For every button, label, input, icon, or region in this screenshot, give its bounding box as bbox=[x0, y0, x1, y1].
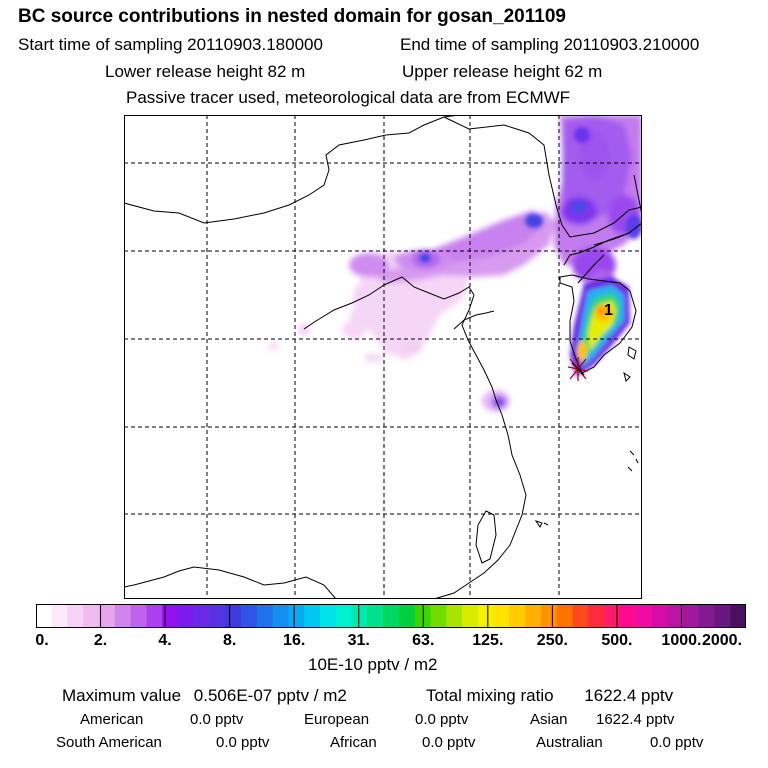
colorbar-cell bbox=[178, 604, 195, 628]
colorbar-tick-label: 16. bbox=[283, 632, 306, 649]
plume-marker-label: 1 bbox=[604, 302, 613, 319]
colorbar-cell bbox=[730, 604, 746, 628]
colorbar-cell bbox=[146, 604, 163, 628]
region-australian-name: Australian bbox=[536, 734, 603, 751]
lower-release-height: Lower release height 82 m bbox=[105, 62, 306, 81]
page-title: BC source contributions in nested domain… bbox=[18, 6, 566, 27]
colorbar-cell bbox=[604, 604, 621, 628]
colorbar-cell bbox=[635, 604, 652, 628]
region-south-american-name: South American bbox=[56, 734, 162, 751]
colorbar-cell bbox=[193, 604, 211, 628]
colorbar-cell bbox=[477, 604, 495, 628]
colorbar-cell bbox=[114, 604, 132, 628]
colorbar-tick-label: 2. bbox=[93, 632, 108, 649]
colorbar-tick-label: 4. bbox=[158, 632, 172, 649]
total-mixing-ratio: Total mixing ratio 1622.4 pptv bbox=[426, 686, 673, 706]
colorbar-cell bbox=[367, 604, 384, 628]
colorbar-cell bbox=[398, 604, 416, 628]
colorbar-cell bbox=[36, 604, 53, 628]
colorbar-cell bbox=[556, 604, 574, 628]
colorbar-cell bbox=[67, 604, 84, 628]
max-value-line: Maximum value 0.506E-07 pptv / m2 bbox=[62, 686, 347, 706]
colorbar-tick-label: 1000. bbox=[661, 632, 702, 649]
colorbar-tick-label: 63. bbox=[412, 632, 435, 649]
colorbar-cell bbox=[525, 604, 542, 628]
colorbar-cell bbox=[667, 604, 684, 628]
colorbar-tick-label: 31. bbox=[347, 632, 370, 649]
max-label: Maximum value bbox=[62, 686, 182, 705]
colorbar-cell bbox=[225, 604, 242, 628]
end-time: End time of sampling 20110903.210000 bbox=[400, 35, 700, 54]
max-value: 0.506E-07 pptv / m2 bbox=[193, 686, 347, 705]
colorbar-cell bbox=[209, 604, 226, 628]
colorbar-cell bbox=[509, 604, 526, 628]
colorbar-cell bbox=[288, 604, 305, 628]
colorbar-cell bbox=[430, 604, 447, 628]
colorbar-cell bbox=[162, 604, 179, 628]
colorbar-cell bbox=[272, 604, 290, 628]
upper-release-height: Upper release height 62 m bbox=[402, 62, 603, 81]
colorbar-cell bbox=[462, 604, 479, 628]
colorbar-cell bbox=[698, 604, 716, 628]
release-point-marker bbox=[567, 357, 589, 381]
colorbar-cell bbox=[351, 604, 368, 628]
colorbar-tick-label: 250. bbox=[536, 632, 568, 649]
region-australian-value: 0.0 pptv bbox=[650, 734, 704, 751]
colorbar-tick-label: 125. bbox=[472, 632, 504, 649]
region-american-name: American bbox=[80, 711, 144, 728]
colorbar-cell bbox=[51, 604, 69, 628]
colorbar-tick-label: 8. bbox=[222, 632, 237, 649]
colorbar-cell bbox=[572, 604, 589, 628]
region-european-name: European bbox=[304, 711, 370, 728]
colorbar-cell bbox=[256, 604, 274, 628]
tracer-note: Passive tracer used, meteorological data… bbox=[126, 88, 571, 107]
contribution-map: 1 bbox=[124, 115, 642, 599]
colorbar-units: 10E-10 pptv / m2 bbox=[308, 655, 438, 674]
total-value: 1622.4 pptv bbox=[584, 686, 674, 705]
colorbar-cell bbox=[651, 604, 668, 628]
colorbar-tick-label: 2000. bbox=[701, 632, 743, 649]
start-time: Start time of sampling 20110903.180000 bbox=[18, 35, 323, 54]
colorbar-tick-label: 500. bbox=[601, 632, 633, 649]
colorbar-cell bbox=[540, 604, 558, 628]
region-asian-name: Asian bbox=[530, 711, 568, 728]
colorbar-cell bbox=[714, 604, 731, 628]
region-african-name: African bbox=[330, 734, 377, 751]
colorbar-cell bbox=[99, 604, 116, 628]
colorbar-cell bbox=[320, 604, 337, 628]
colorbar bbox=[36, 604, 746, 628]
korea-hotspot bbox=[570, 277, 630, 377]
total-label: Total mixing ratio bbox=[426, 686, 554, 705]
lat-lon-grid bbox=[124, 115, 642, 599]
colorbar-cell bbox=[588, 604, 605, 628]
coastlines bbox=[124, 115, 642, 599]
colorbar-cell bbox=[130, 604, 148, 628]
region-american-value: 0.0 pptv bbox=[190, 711, 244, 728]
colorbar-cell bbox=[83, 604, 100, 628]
colorbar-cell bbox=[383, 604, 400, 628]
colorbar-cell bbox=[619, 604, 637, 628]
region-south-american-value: 0.0 pptv bbox=[216, 734, 270, 751]
region-asian-value: 1622.4 pptv bbox=[596, 711, 675, 728]
colorbar-cell bbox=[446, 604, 463, 628]
colorbar-cell bbox=[304, 604, 321, 628]
colorbar-cell bbox=[682, 604, 700, 628]
region-african-value: 0.0 pptv bbox=[422, 734, 476, 751]
colorbar-tick-label: 0. bbox=[35, 632, 49, 649]
colorbar-cell bbox=[335, 604, 353, 628]
colorbar-cell bbox=[493, 604, 510, 628]
region-european-value: 0.0 pptv bbox=[415, 711, 469, 728]
colorbar-cell bbox=[241, 604, 258, 628]
